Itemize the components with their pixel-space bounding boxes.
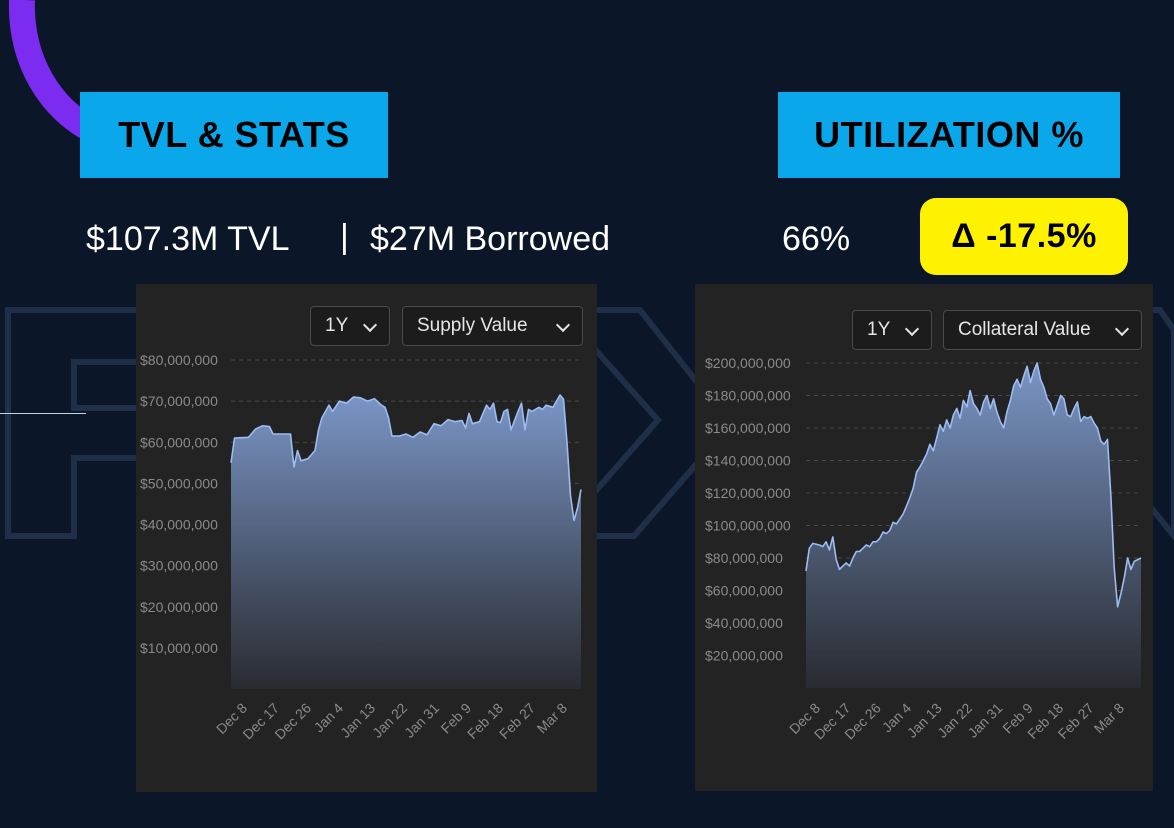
utilization-value: 66%	[782, 220, 851, 258]
supply-value-chart: $80,000,000 $70,000,000 $60,000,000 $50,000…	[140, 352, 582, 743]
range-dropdown-label: 1Y	[867, 319, 891, 340]
tvl-stats-title: TVL & STATS	[80, 92, 388, 178]
collateral-chart-panel: 1Y Collateral Value $200,000,000 $180,000…	[695, 284, 1153, 791]
metric-dropdown[interactable]: Supply Value	[402, 306, 583, 346]
collateral-value-chart: $200,000,000 $180,000,000 $160,000,000 $140…	[705, 355, 1142, 742]
y-tick-label: $40,000,000	[705, 615, 783, 631]
series-area	[231, 395, 581, 689]
y-tick-label: $40,000,000	[140, 517, 218, 533]
supply-chart-panel: 1Y Supply Value $80,000,000 $70,000,000 $6…	[136, 284, 597, 792]
y-tick-label: $120,000,000	[705, 485, 791, 501]
utilization-title: UTILIZATION %	[778, 92, 1120, 178]
x-tick-label: Jan 31	[401, 700, 442, 741]
y-tick-label: $200,000,000	[705, 355, 791, 371]
y-tick-label: $80,000,000	[705, 550, 783, 566]
y-tick-label: $20,000,000	[705, 648, 783, 664]
range-dropdown[interactable]: 1Y	[852, 310, 932, 350]
y-tick-label: $100,000,000	[705, 518, 791, 534]
metric-dropdown-label: Collateral Value	[958, 319, 1091, 340]
metric-dropdown[interactable]: Collateral Value	[943, 310, 1142, 350]
y-tick-label: $20,000,000	[140, 599, 218, 615]
range-dropdown[interactable]: 1Y	[310, 306, 390, 346]
y-tick-label: $140,000,000	[705, 453, 791, 469]
y-tick-label: $10,000,000	[140, 640, 218, 656]
decorative-line	[0, 413, 86, 414]
y-tick-label: $70,000,000	[140, 393, 218, 409]
series-line	[230, 394, 582, 522]
x-tick-label: Jan 13	[337, 700, 378, 741]
metric-dropdown-label: Supply Value	[417, 315, 528, 336]
borrowed-value: $27M Borrowed	[370, 220, 611, 258]
y-tick-label: $60,000,000	[140, 434, 218, 450]
x-tick-label: Jan 31	[964, 700, 1005, 741]
x-tick-label: Dec 26	[271, 700, 314, 743]
series-line	[805, 362, 1142, 608]
series-area	[806, 363, 1141, 688]
tvl-value: $107.3M TVL	[86, 220, 290, 258]
y-tick-label: $60,000,000	[705, 583, 783, 599]
y-tick-label: $80,000,000	[140, 352, 218, 368]
delta-badge: Δ -17.5%	[920, 198, 1128, 275]
y-tick-label: $160,000,000	[705, 420, 791, 436]
x-tick-label: Mar 8	[1090, 700, 1127, 737]
y-tick-label: $50,000,000	[140, 475, 218, 491]
range-dropdown-label: 1Y	[325, 315, 349, 336]
y-tick-label: $30,000,000	[140, 558, 218, 574]
x-tick-label: Jan 22	[369, 700, 410, 741]
stat-separator: |	[340, 218, 349, 256]
y-tick-label: $180,000,000	[705, 388, 791, 404]
x-tick-label: Mar 8	[533, 700, 570, 737]
x-tick-label: Feb 27	[496, 700, 538, 742]
